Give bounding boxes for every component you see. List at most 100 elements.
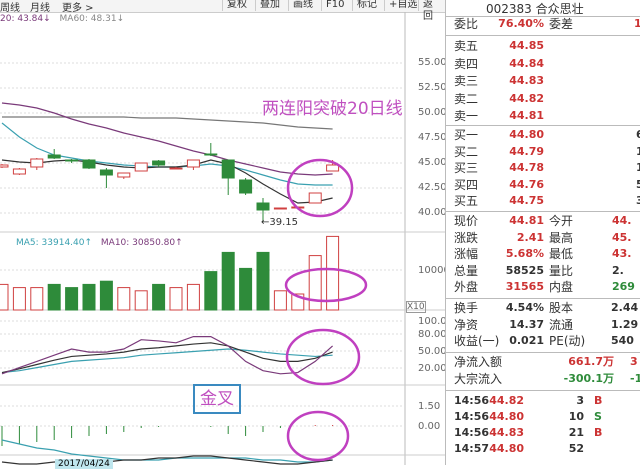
weekly-tab[interactable]: 周线 xyxy=(0,3,20,14)
kline-chart[interactable] xyxy=(0,0,445,465)
fund-value: 2.44 xyxy=(611,301,639,314)
stat-label: 现价 xyxy=(454,214,479,228)
bid-label: 买五 xyxy=(454,194,479,208)
stat-label: 最低 xyxy=(549,247,574,261)
highlight-circle xyxy=(284,267,368,303)
candle-body xyxy=(152,160,166,166)
tick-time: 14:56 xyxy=(454,410,490,423)
tick-row: 14:56 44.80 10 S xyxy=(454,409,640,425)
tick-price: 44.80 xyxy=(489,442,524,455)
draw-button[interactable]: 画线 xyxy=(288,0,317,11)
date-cursor-label: 2017/04/24 xyxy=(55,459,113,469)
highlight-circle xyxy=(285,328,361,386)
candle-body xyxy=(117,172,131,178)
bid-price: 44.80 xyxy=(509,128,544,141)
tick-time: 14:56 xyxy=(454,394,490,407)
volume-bar xyxy=(273,290,287,311)
toolbar: 周线 月线 更多 > 复权 叠加 画线 F10 标记 +自选 返回 xyxy=(0,0,445,22)
fundamental-row: 换手 4.54% 股本 2.44 xyxy=(454,300,640,316)
weibi-label: 委比 xyxy=(454,17,479,31)
flow-value: 661.7万 xyxy=(568,355,614,368)
candle-body xyxy=(99,169,113,176)
add-watchlist-button[interactable]: +自选 xyxy=(384,0,421,11)
candle-body xyxy=(204,153,218,156)
volume-bar xyxy=(169,287,183,311)
macd-tick: 1.50 xyxy=(418,401,441,412)
macd-tick: 0.00 xyxy=(418,421,441,432)
ask-label: 卖一 xyxy=(454,109,479,123)
ma5-volume-legend: MA5: 33914.40↑ xyxy=(16,238,93,248)
weicha-value: 14 xyxy=(634,17,640,30)
stat-label: 量比 xyxy=(549,263,574,278)
stat-row: 总量 58525 量比 2. xyxy=(454,263,640,279)
tick-row: 14:56 44.82 3 B xyxy=(454,393,640,409)
tick-volume: 21 xyxy=(568,426,584,439)
volume-bar xyxy=(65,287,79,311)
candle-body xyxy=(0,164,9,168)
volume-bar xyxy=(0,283,9,311)
tick-time: 14:56 xyxy=(454,426,490,439)
macd-dea-line xyxy=(1,439,333,463)
stock-title: 002383 合众思壮 xyxy=(486,2,584,16)
stat-value: 44. xyxy=(612,214,632,227)
bid-row: 买一 44.80 6 xyxy=(454,127,640,143)
ask-row: 卖二 44.82 xyxy=(454,91,640,107)
back-button[interactable]: 返回 xyxy=(418,0,445,22)
volume-bar xyxy=(82,283,96,311)
stat-value: 269 xyxy=(612,280,635,293)
flow-label: 净流入额 xyxy=(454,355,503,369)
fund-label: PE(动) xyxy=(549,334,586,348)
ask-row: 卖四 44.84 xyxy=(454,56,640,72)
ask-row: 卖三 44.83 xyxy=(454,73,640,89)
more-tab[interactable]: 更多 > xyxy=(62,3,94,14)
bid-volume: 6 xyxy=(636,128,640,141)
fund-value: 14.37 xyxy=(509,317,544,331)
ask-price: 44.81 xyxy=(509,109,544,122)
fund-value: 540 xyxy=(611,334,634,347)
stat-value: 2. xyxy=(612,263,624,277)
tick-time: 14:57 xyxy=(454,442,490,455)
stat-value: 44.81 xyxy=(509,214,544,227)
kdj-tick: 20.00 xyxy=(418,363,447,374)
candle-body xyxy=(134,162,148,172)
monthly-tab[interactable]: 月线 xyxy=(30,3,50,14)
ma20-legend: 20: 43.84↓ xyxy=(0,14,51,24)
bid-volume: 1 xyxy=(636,144,640,158)
fuquan-button[interactable]: 复权 xyxy=(222,0,251,11)
price-legend: 20: 43.84↓ MA60: 48.31↓ xyxy=(0,14,124,24)
bid-price: 44.78 xyxy=(509,161,544,174)
bid-label: 买三 xyxy=(454,161,479,175)
fund-label: 股本 xyxy=(549,301,574,315)
weibi-row: 委比 76.40% 委差 14 xyxy=(454,16,640,32)
ask-row: 卖一 44.81 xyxy=(454,108,640,124)
ask-label: 卖二 xyxy=(454,91,479,106)
bid-label: 买四 xyxy=(454,177,479,192)
ask-label: 卖四 xyxy=(454,56,479,71)
tick-side: B xyxy=(594,394,603,407)
stat-value: 45. xyxy=(612,230,632,244)
weibi-value: 76.40% xyxy=(498,17,544,30)
candle-body xyxy=(186,159,200,168)
price-tick: 40.00 xyxy=(418,207,447,218)
f10-button[interactable]: F10 xyxy=(321,0,348,11)
candle-body xyxy=(308,192,322,204)
fund-label: 收益(一) xyxy=(454,334,500,348)
ma20-line xyxy=(1,102,333,176)
ma60-line xyxy=(2,116,333,130)
price-tick: 47.50 xyxy=(418,132,447,143)
flow-row: 净流入额 661.7万 3 xyxy=(454,354,640,370)
volume-bar xyxy=(221,251,235,311)
volume-bar xyxy=(239,267,253,311)
volume-bar xyxy=(30,287,44,311)
overlay-button[interactable]: 叠加 xyxy=(255,0,284,11)
mark-button[interactable]: 标记 xyxy=(352,0,381,11)
flow-value: -300.1万 xyxy=(563,371,614,385)
bid-row: 买四 44.76 5 xyxy=(454,177,640,193)
ma5-line xyxy=(1,159,333,204)
bid-row: 买三 44.78 1 xyxy=(454,160,640,176)
stat-row: 现价 44.81 今开 44. xyxy=(454,213,640,229)
flow-label: 大宗流入 xyxy=(454,371,503,386)
bid-label: 买一 xyxy=(454,128,479,142)
bid-volume: 5 xyxy=(636,177,640,191)
